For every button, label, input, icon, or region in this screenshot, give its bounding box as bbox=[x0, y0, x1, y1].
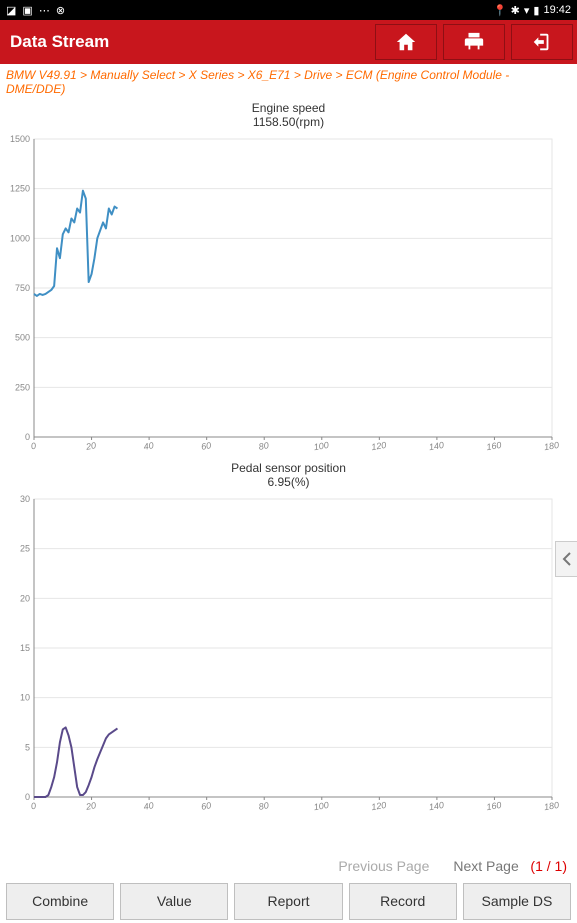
report-button[interactable]: Report bbox=[234, 883, 342, 920]
svg-text:180: 180 bbox=[543, 440, 560, 452]
svg-text:1000: 1000 bbox=[10, 233, 30, 243]
status-right-icons: 📍 ✱ ▾ ▮ 19:42 bbox=[493, 4, 571, 17]
app-header: Data Stream bbox=[0, 20, 577, 64]
svg-text:0: 0 bbox=[30, 800, 37, 811]
header-buttons bbox=[375, 24, 573, 60]
print-icon bbox=[463, 31, 485, 53]
svg-text:80: 80 bbox=[258, 800, 270, 812]
charts-area: Engine speed 1158.50(rpm) 02505007501000… bbox=[0, 101, 577, 853]
bluetooth-icon: ✱ bbox=[511, 4, 520, 17]
svg-text:1250: 1250 bbox=[10, 183, 30, 193]
sample-ds-button[interactable]: Sample DS bbox=[463, 883, 571, 920]
svg-text:160: 160 bbox=[486, 800, 503, 812]
svg-text:40: 40 bbox=[143, 440, 155, 452]
svg-text:20: 20 bbox=[84, 800, 97, 812]
status-icon: ◪ bbox=[6, 4, 16, 17]
next-page-button[interactable]: Next Page bbox=[453, 858, 518, 874]
page-count: (1 / 1) bbox=[530, 858, 567, 874]
status-left-icons: ◪ ▣ ⋯ ⊗ bbox=[6, 4, 65, 17]
battery-icon: ▮ bbox=[533, 4, 539, 17]
svg-text:20: 20 bbox=[84, 440, 97, 452]
location-icon: 📍 bbox=[493, 4, 507, 17]
svg-text:15: 15 bbox=[20, 643, 30, 653]
status-icon: ⊗ bbox=[56, 4, 65, 17]
svg-text:180: 180 bbox=[543, 800, 560, 812]
svg-text:10: 10 bbox=[20, 692, 30, 702]
status-time: 19:42 bbox=[543, 4, 571, 16]
svg-text:120: 120 bbox=[371, 440, 388, 452]
chart-subtitle: 6.95(%) bbox=[0, 475, 577, 489]
exit-button[interactable] bbox=[511, 24, 573, 60]
svg-text:0: 0 bbox=[25, 792, 30, 802]
chart-title: Engine speed bbox=[0, 101, 577, 115]
svg-text:40: 40 bbox=[143, 800, 155, 812]
value-button[interactable]: Value bbox=[120, 883, 228, 920]
svg-text:120: 120 bbox=[371, 800, 388, 812]
print-button[interactable] bbox=[443, 24, 505, 60]
chart-title: Pedal sensor position bbox=[0, 461, 577, 475]
home-button[interactable] bbox=[375, 24, 437, 60]
expand-tab[interactable] bbox=[555, 541, 577, 577]
chart-subtitle: 1158.50(rpm) bbox=[0, 115, 577, 129]
svg-text:750: 750 bbox=[15, 283, 30, 293]
android-status-bar: ◪ ▣ ⋯ ⊗ 📍 ✱ ▾ ▮ 19:42 bbox=[0, 0, 577, 20]
chart-pedal-position: Pedal sensor position 6.95(%) 0 5 10 15 20 25… bbox=[0, 461, 577, 821]
chart-svg: 0 250 500 750 1000 1250 1500 0 20 40 60 80 100 120 140… bbox=[0, 131, 560, 461]
exit-icon bbox=[531, 31, 553, 53]
svg-text:160: 160 bbox=[486, 440, 503, 452]
svg-text:1500: 1500 bbox=[10, 134, 30, 144]
svg-text:100: 100 bbox=[313, 800, 330, 812]
svg-text:0: 0 bbox=[25, 432, 30, 442]
record-button[interactable]: Record bbox=[349, 883, 457, 920]
svg-text:140: 140 bbox=[428, 440, 445, 452]
svg-text:80: 80 bbox=[258, 440, 270, 452]
page-title: Data Stream bbox=[10, 32, 109, 52]
svg-text:0: 0 bbox=[30, 440, 37, 451]
prev-page-button[interactable]: Previous Page bbox=[338, 858, 429, 874]
svg-text:30: 30 bbox=[20, 494, 30, 504]
bottom-toolbar: Combine Value Report Record Sample DS bbox=[0, 879, 577, 923]
chart-svg: 0 5 10 15 20 25 30 0 20 40 60 80 100 120 140 160 180 bbox=[0, 491, 560, 821]
combine-button[interactable]: Combine bbox=[6, 883, 114, 920]
svg-text:60: 60 bbox=[200, 440, 212, 452]
svg-text:60: 60 bbox=[200, 800, 212, 812]
svg-text:5: 5 bbox=[25, 742, 30, 752]
svg-text:25: 25 bbox=[20, 543, 30, 553]
pager: Previous Page Next Page (1 / 1) bbox=[0, 853, 577, 879]
home-icon bbox=[395, 31, 417, 53]
svg-text:100: 100 bbox=[313, 440, 330, 452]
status-icon: ▣ bbox=[22, 4, 32, 17]
breadcrumb: BMW V49.91 > Manually Select > X Series … bbox=[0, 64, 577, 101]
svg-text:500: 500 bbox=[15, 332, 30, 342]
svg-text:140: 140 bbox=[428, 800, 445, 812]
wifi-icon: ▾ bbox=[524, 4, 530, 17]
svg-text:20: 20 bbox=[20, 593, 30, 603]
svg-text:250: 250 bbox=[15, 382, 30, 392]
status-icon: ⋯ bbox=[39, 4, 50, 17]
chart-engine-speed: Engine speed 1158.50(rpm) 02505007501000… bbox=[0, 101, 577, 461]
chevron-left-icon bbox=[561, 551, 573, 567]
